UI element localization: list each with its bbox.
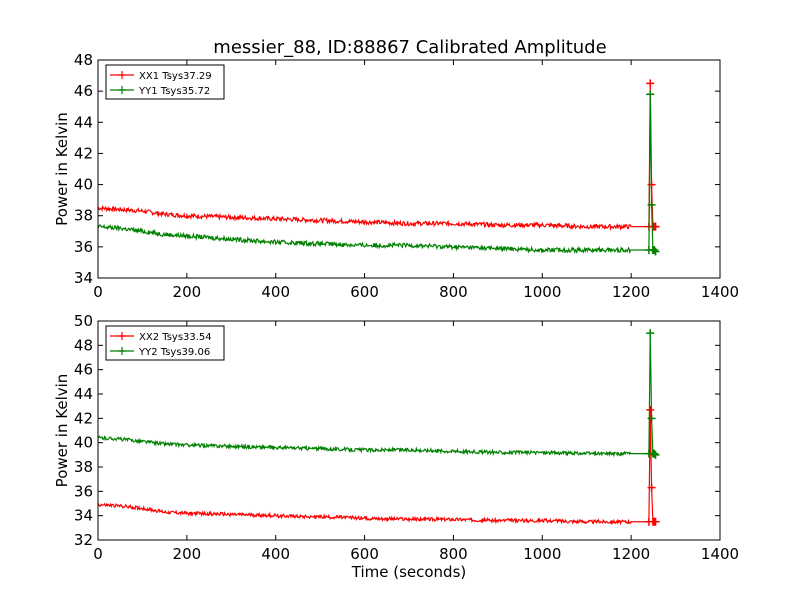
y-tick-label: 48 [74,51,93,69]
x-tick-label: 1000 [523,545,561,563]
data-point-marker [646,79,655,88]
x-tick-label: 800 [439,545,468,563]
x-tick-label: 600 [350,283,379,301]
data-point-marker [647,414,656,423]
subplot-1: 0 200 400 600 800 1000 1200 1400 34 36 38 40 42 44 46 4… [53,51,739,301]
legend-marker [118,332,126,340]
legend-entry: YY2 Tsys39.06 [138,347,210,358]
data-point-marker [646,90,655,99]
plot-frame-2 [97,320,721,541]
data-point-marker [651,247,660,256]
legend-box [105,64,225,100]
y-tick-label: 34 [74,507,93,525]
x-tick-label: 1400 [701,283,739,301]
y-axis-label: Power in Kelvin [53,374,71,488]
x-tick-label: 400 [261,545,290,563]
x-tick-label: 0 [93,283,103,301]
data-point-marker [650,245,659,254]
data-point-marker [650,449,659,458]
data-point-marker [651,450,660,459]
data-point-marker [646,329,655,338]
series-line-2-1 [97,409,656,526]
plot-frame-1 [97,59,721,279]
series-line-1-2 [97,94,657,255]
y-tick-label: 50 [74,312,93,330]
data-point-marker [647,483,656,492]
legend-marker [118,71,126,79]
y-axis-label: Power in Kelvin [53,112,71,226]
x-tick-label: 1400 [701,545,739,563]
data-point-marker [651,222,660,231]
legend-entry: XX1 Tsys37.29 [139,71,212,82]
data-point-marker [647,200,656,209]
x-tick-label: 200 [173,283,202,301]
x-tick-label: 1200 [612,545,650,563]
legend-marker [118,86,126,94]
y-tick-label: 38 [74,458,93,476]
series-line-1-1 [97,83,656,232]
y-tick-label: 42 [74,144,93,162]
legend-box [105,325,225,361]
x-tick-label: 400 [261,283,290,301]
y-tick-label: 34 [74,269,93,287]
legend-entry: YY1 Tsys35.72 [138,86,210,97]
x-tick-label: 0 [93,545,103,563]
series-line-2-2 [97,333,656,458]
data-point-marker [651,517,660,526]
chart-title: messier_88, ID:88867 Calibrated Amplitud… [213,37,606,58]
y-tick-label: 44 [74,113,93,131]
x-tick-label: 200 [173,545,202,563]
y-tick-label: 32 [74,531,93,549]
x-tick-label: 600 [350,545,379,563]
y-tick-label: 40 [74,176,93,194]
y-tick-label: 40 [74,434,93,452]
data-point-marker [646,405,655,414]
y-tick-label: 46 [74,82,93,100]
y-tick-label: 42 [74,409,93,427]
y-tick-label: 36 [74,482,93,500]
x-tick-label: 1200 [612,283,650,301]
legend-marker [118,347,126,355]
subplot-2: 0 200 400 600 800 1000 1200 1400 32 34 36 38 40 42 44 4… [53,312,739,581]
y-tick-label: 36 [74,238,93,256]
x-tick-label: 1000 [523,283,561,301]
y-tick-label: 48 [74,336,93,354]
x-tick-label: 800 [439,283,468,301]
y-tick-label: 44 [74,385,93,403]
x-axis-label: Time (seconds) [351,563,467,581]
y-tick-label: 46 [74,361,93,379]
y-tick-label: 38 [74,207,93,225]
legend-entry: XX2 Tsys33.54 [139,332,212,343]
